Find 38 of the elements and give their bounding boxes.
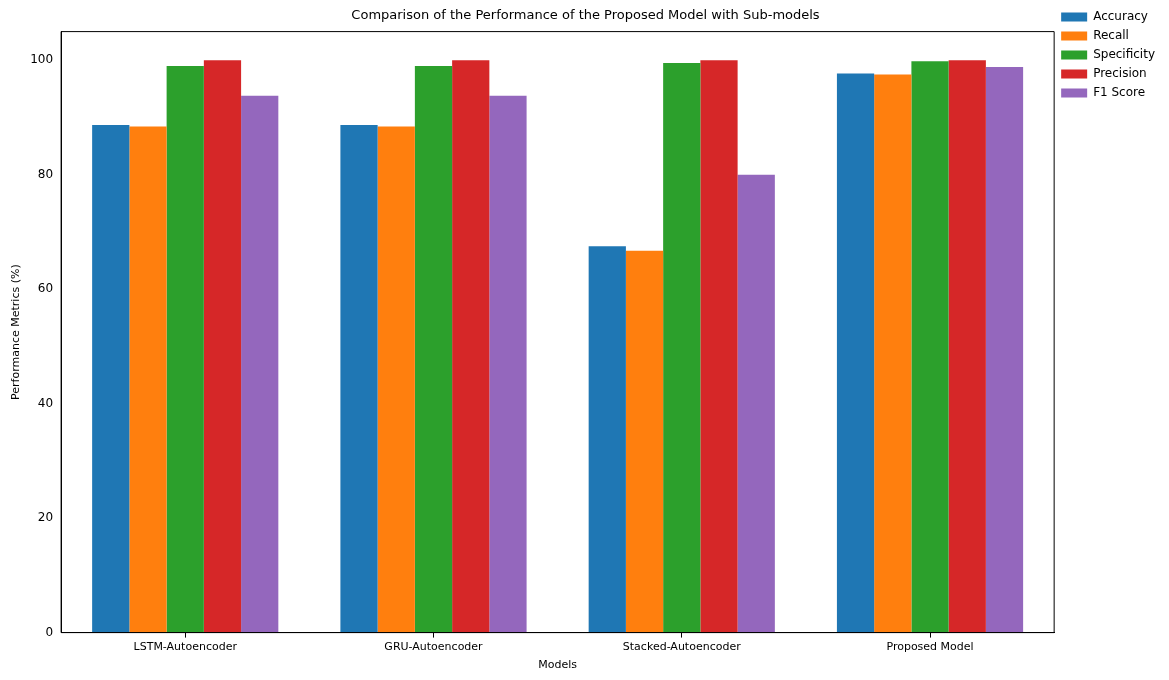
y-tick-label: 0 [45, 624, 54, 639]
bar [340, 124, 378, 633]
legend-label: Precision [1093, 66, 1147, 81]
x-tick-label: Stacked-Autoencoder [622, 640, 742, 654]
bar [203, 60, 242, 633]
y-tick-label: 100 [30, 52, 54, 67]
bar [836, 73, 875, 633]
legend-label: Accuracy [1093, 9, 1148, 24]
bar [129, 126, 167, 633]
bar [948, 60, 986, 633]
bar [737, 174, 775, 633]
bar [663, 63, 701, 633]
bar [166, 65, 204, 633]
bar [911, 61, 949, 633]
x-tick-label: GRU-Autoencoder [384, 640, 484, 654]
chart-title: Comparison of the Performance of the Proposed Model with Sub-models [351, 7, 820, 23]
legend-label: Specificity [1093, 47, 1156, 62]
bar [489, 95, 527, 633]
y-axis-title: Performance Metrics (%) [9, 264, 23, 400]
bar [985, 67, 1024, 633]
bar [452, 60, 490, 633]
y-tick-label: 40 [37, 395, 54, 410]
x-axis-title: Models [538, 658, 578, 672]
y-tick-label: 60 [37, 281, 54, 296]
legend-label: Recall [1093, 28, 1129, 43]
bar [241, 95, 279, 633]
bar [414, 65, 453, 633]
x-tick-label: LSTM-Autoencoder [133, 640, 238, 654]
y-tick-label: 20 [37, 510, 54, 525]
bar [700, 60, 738, 633]
y-tick-label: 80 [37, 166, 54, 181]
bar [625, 250, 664, 633]
bar [377, 126, 415, 633]
bar [92, 124, 130, 633]
legend-label: F1 Score [1093, 85, 1146, 100]
bar [588, 246, 626, 633]
bar [874, 74, 912, 633]
x-tick-label: Proposed Model [886, 640, 974, 654]
